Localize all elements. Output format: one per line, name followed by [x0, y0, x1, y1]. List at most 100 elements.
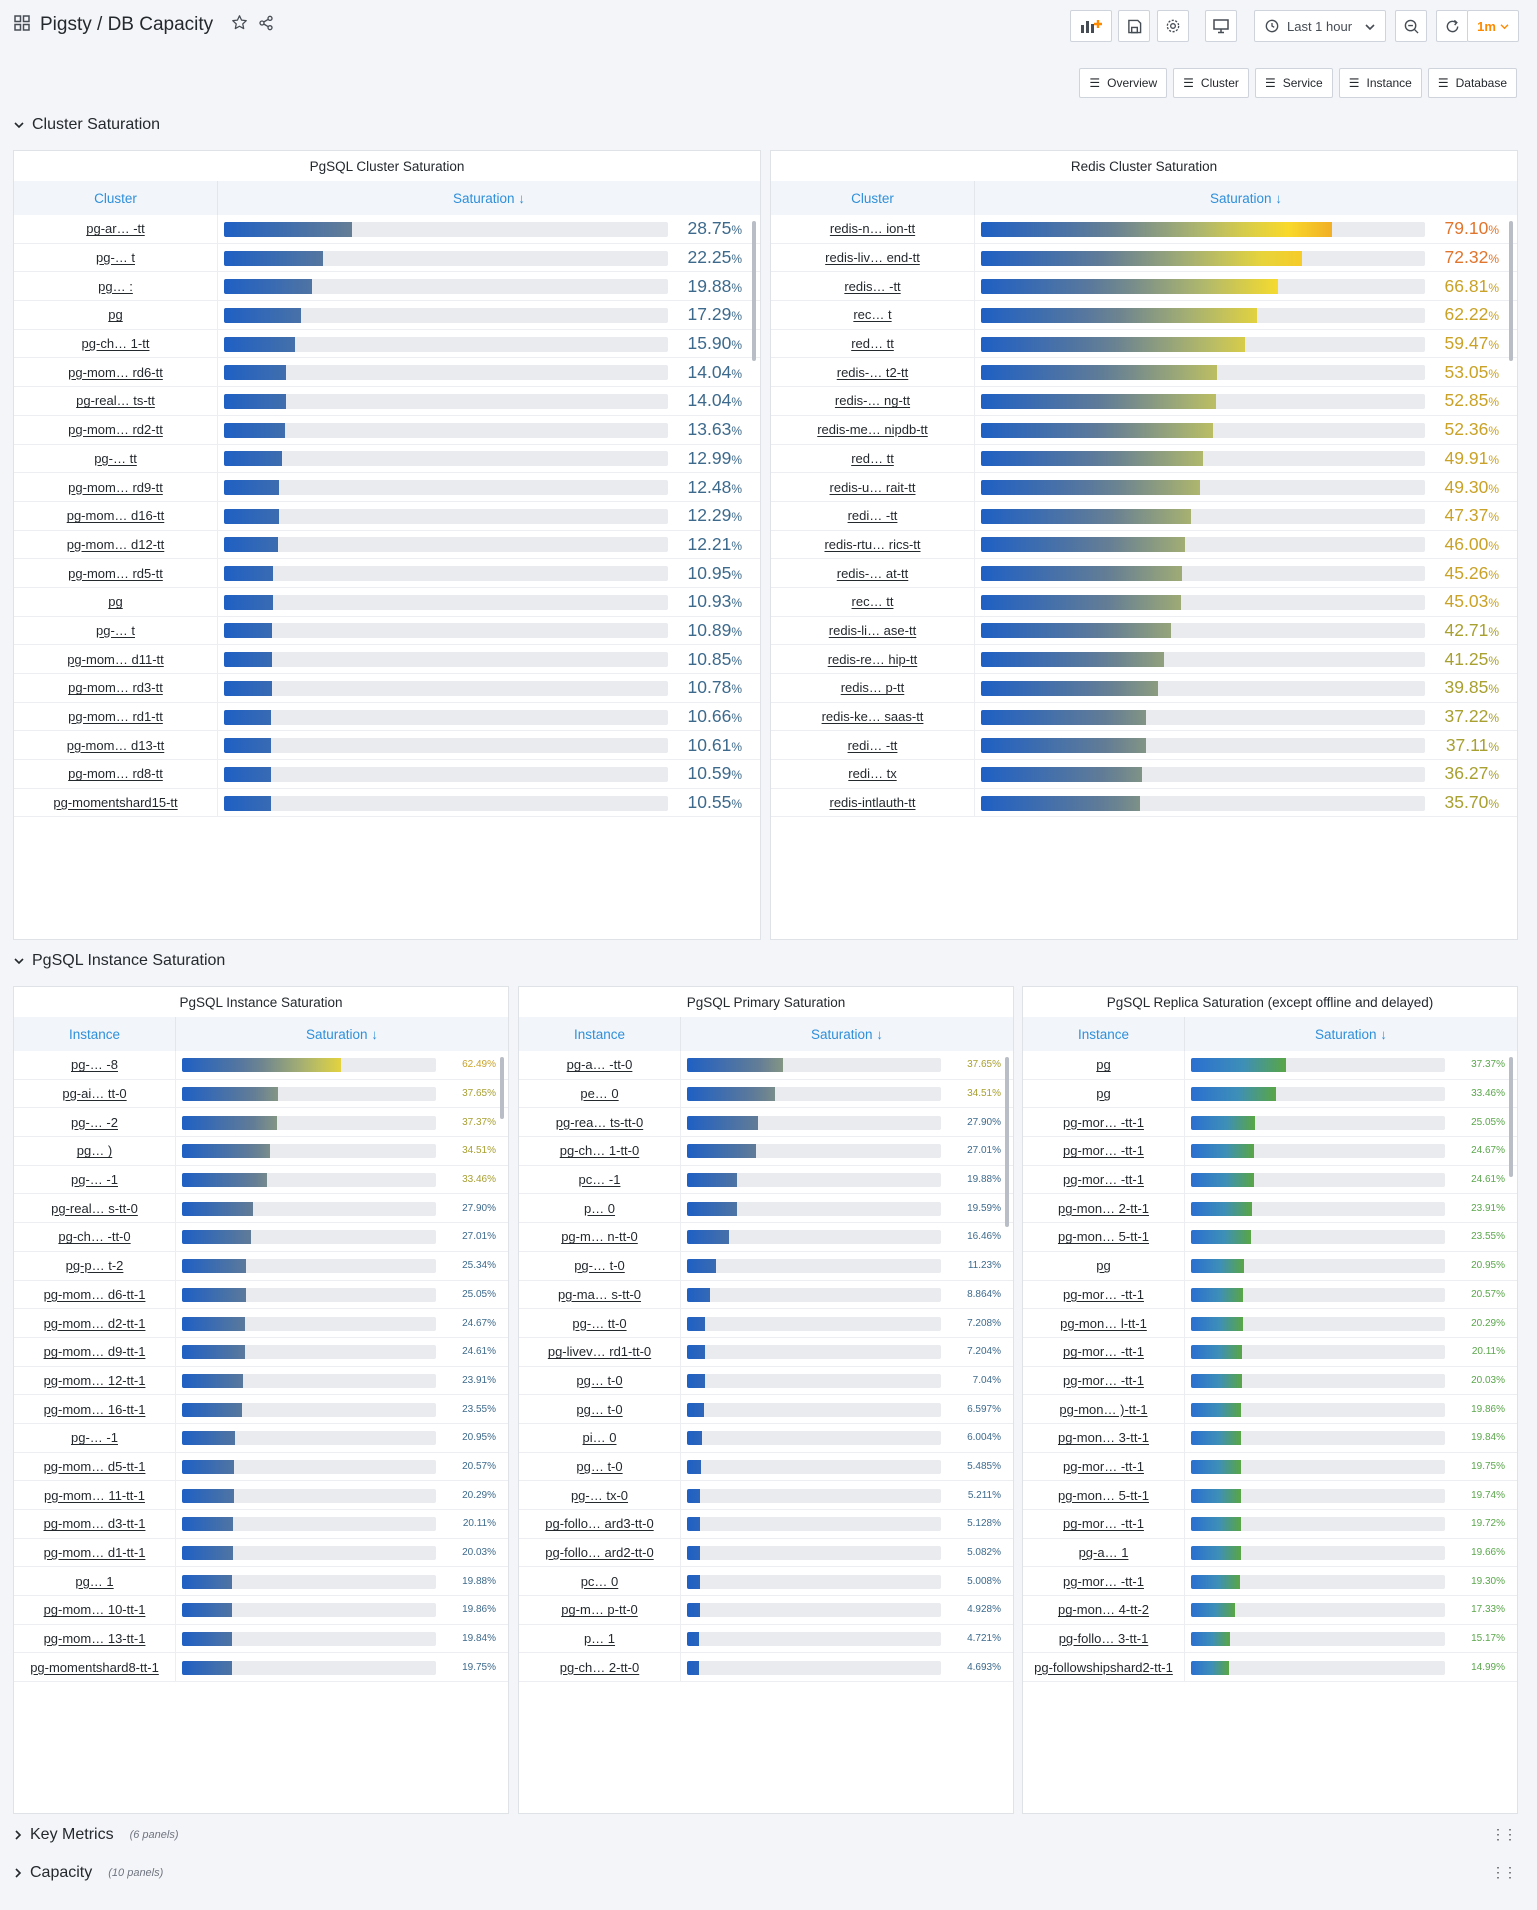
table-row[interactable]: pg-mom… rd1-tt 10.66%: [14, 702, 760, 732]
instance-link[interactable]: pg: [1023, 1251, 1185, 1280]
table-row[interactable]: pg-a… -tt-0 37.65%: [519, 1051, 1013, 1080]
table-row[interactable]: pg-… -8 62.49%: [14, 1051, 508, 1080]
table-row[interactable]: redis-me… nipdb-tt 52.36%: [771, 415, 1517, 445]
instance-link[interactable]: pg-mom… d9-tt-1: [14, 1337, 176, 1366]
column-header-name[interactable]: Instance: [519, 1017, 681, 1051]
instance-link[interactable]: p… 1: [519, 1624, 681, 1653]
instance-link[interactable]: pi… 0: [519, 1423, 681, 1452]
column-header-saturation[interactable]: Saturation ↓: [305, 1026, 379, 1042]
instance-link[interactable]: pg-mor… -tt-1: [1023, 1452, 1185, 1481]
table-row[interactable]: pg-mom… d9-tt-1 24.61%: [14, 1337, 508, 1367]
column-header-saturation[interactable]: Saturation ↓: [810, 1026, 884, 1042]
table-row[interactable]: pg-mon… 5-tt-1 19.74%: [1023, 1481, 1517, 1510]
instance-link[interactable]: pg-follo… ard3-tt-0: [519, 1510, 681, 1538]
table-row[interactable]: redis-rtu… rics-tt 46.00%: [771, 530, 1517, 560]
table-row[interactable]: pg-mom… 10-tt-1 19.86%: [14, 1596, 508, 1625]
column-header-saturation[interactable]: Saturation ↓: [1209, 190, 1283, 206]
table-row[interactable]: pg-mom… rd6-tt 14.04%: [14, 358, 760, 388]
instance-link[interactable]: rec… t: [771, 301, 975, 329]
table-body[interactable]: pg-a… -tt-0 37.65% pe… 0 34.51% pg-rea… ts-t…: [519, 1051, 1013, 1813]
instance-link[interactable]: pg-mon… 3-tt-1: [1023, 1423, 1185, 1452]
drag-handle-icon[interactable]: ⋮⋮: [1491, 1864, 1517, 1880]
instance-link[interactable]: pg… ): [14, 1137, 176, 1165]
table-row[interactable]: pg 33.46%: [1023, 1079, 1517, 1109]
instance-link[interactable]: pg-mor… -tt-1: [1023, 1137, 1185, 1165]
instance-link[interactable]: pg-mon… )-tt-1: [1023, 1395, 1185, 1423]
instance-link[interactable]: red… tt: [771, 444, 975, 473]
instance-link[interactable]: pc… 0: [519, 1567, 681, 1596]
instance-link[interactable]: pg-… t: [14, 616, 218, 645]
instance-link[interactable]: pg-mor… -tt-1: [1023, 1280, 1185, 1309]
table-row[interactable]: pg-mom… d1-tt-1 20.03%: [14, 1538, 508, 1568]
instance-link[interactable]: pg… t-0: [519, 1395, 681, 1423]
table-row[interactable]: pg-mom… d16-tt 12.29%: [14, 501, 760, 531]
instance-link[interactable]: pg… t-0: [519, 1366, 681, 1395]
column-header-name[interactable]: Cluster: [14, 181, 218, 215]
instance-link[interactable]: pg-mom… 13-tt-1: [14, 1624, 176, 1653]
instance-link[interactable]: pg-followshipshard2-tt-1: [1023, 1653, 1185, 1682]
table-row[interactable]: pg-mor… -tt-1 20.11%: [1023, 1337, 1517, 1367]
table-row[interactable]: pg-… t 10.89%: [14, 616, 760, 646]
table-row[interactable]: redis-intlauth-tt 35.70%: [771, 788, 1517, 818]
link-database[interactable]: ☰ Database: [1427, 68, 1517, 98]
column-header-name[interactable]: Instance: [14, 1017, 176, 1051]
column-header-name[interactable]: Cluster: [771, 181, 975, 215]
instance-link[interactable]: pg-livev… rd1-tt-0: [519, 1337, 681, 1366]
table-row[interactable]: pg… 1 19.88%: [14, 1567, 508, 1597]
instance-link[interactable]: redis-liv… end-tt: [771, 243, 975, 272]
row-cluster-saturation[interactable]: Cluster Saturation: [14, 116, 160, 134]
instance-link[interactable]: red… tt: [771, 329, 975, 358]
instance-link[interactable]: pg-mom… d13-tt: [14, 731, 218, 760]
table-row[interactable]: redis-… t2-tt 53.05%: [771, 358, 1517, 388]
table-row[interactable]: pg-mom… rd9-tt 12.48%: [14, 473, 760, 502]
instance-link[interactable]: pg-mom… d1-tt-1: [14, 1538, 176, 1567]
drag-handle-icon[interactable]: ⋮⋮: [1491, 1826, 1517, 1842]
instance-link[interactable]: redis-me… nipdb-tt: [771, 415, 975, 444]
table-row[interactable]: pg-mom… rd3-tt 10.78%: [14, 674, 760, 703]
instance-link[interactable]: pg… t-0: [519, 1452, 681, 1481]
refresh-interval-picker[interactable]: 1m: [1467, 10, 1519, 42]
table-row[interactable]: redis-liv… end-tt 72.32%: [771, 243, 1517, 273]
table-row[interactable]: red… tt 59.47%: [771, 329, 1517, 359]
panel-title[interactable]: Redis Cluster Saturation: [1070, 158, 1218, 174]
instance-link[interactable]: pg-… -2: [14, 1108, 176, 1137]
panel-title[interactable]: PgSQL Cluster Saturation: [309, 158, 465, 174]
instance-link[interactable]: pg-mom… rd1-tt: [14, 702, 218, 731]
add-panel-button[interactable]: [1070, 10, 1112, 42]
row-pgsql-instance-saturation[interactable]: PgSQL Instance Saturation: [14, 952, 225, 970]
instance-link[interactable]: redi… -tt: [771, 501, 975, 530]
table-row[interactable]: redis… p-tt 39.85%: [771, 674, 1517, 703]
instance-link[interactable]: pg: [14, 587, 218, 616]
table-row[interactable]: redis-li… ase-tt 42.71%: [771, 616, 1517, 646]
table-row[interactable]: pg-m… n-tt-0 16.46%: [519, 1223, 1013, 1252]
instance-link[interactable]: pg-mom… rd2-tt: [14, 415, 218, 444]
table-row[interactable]: pg-ch… -tt-0 27.01%: [14, 1223, 508, 1252]
table-row[interactable]: pg-… -2 37.37%: [14, 1108, 508, 1138]
table-row[interactable]: pg-mom… 16-tt-1 23.55%: [14, 1395, 508, 1424]
table-row[interactable]: pg-momentshard8-tt-1 19.75%: [14, 1653, 508, 1683]
instance-link[interactable]: redis-re… hip-tt: [771, 645, 975, 673]
instance-link[interactable]: pg… 1: [14, 1567, 176, 1596]
instance-link[interactable]: pg-mom… rd6-tt: [14, 358, 218, 387]
link-cluster[interactable]: ☰ Cluster: [1173, 68, 1249, 98]
table-row[interactable]: pg-mor… -tt-1 19.30%: [1023, 1567, 1517, 1597]
instance-link[interactable]: redis-n… ion-tt: [771, 215, 975, 243]
table-row[interactable]: pg 20.95%: [1023, 1251, 1517, 1281]
table-row[interactable]: pg-real… ts-tt 14.04%: [14, 387, 760, 416]
table-row[interactable]: pg-rea… ts-tt-0 27.90%: [519, 1108, 1013, 1138]
table-row[interactable]: redi… -tt 37.11%: [771, 731, 1517, 761]
table-row[interactable]: pg-mor… -tt-1 25.05%: [1023, 1108, 1517, 1138]
table-row[interactable]: pg-ma… s-tt-0 8.864%: [519, 1280, 1013, 1310]
instance-link[interactable]: pg-mom… 11-tt-1: [14, 1481, 176, 1509]
table-row[interactable]: pg-mom… d5-tt-1 20.57%: [14, 1452, 508, 1482]
table-row[interactable]: pi… 0 6.004%: [519, 1423, 1013, 1453]
instance-link[interactable]: pg-mom… 10-tt-1: [14, 1596, 176, 1624]
instance-link[interactable]: pg-mor… -tt-1: [1023, 1510, 1185, 1538]
table-body[interactable]: pg-ar… -tt 28.75% pg-… t 22.25% pg… :19.88% p…: [14, 215, 760, 939]
instance-link[interactable]: pg-ch… 2-tt-0: [519, 1653, 681, 1682]
table-row[interactable]: pg-mor… -tt-1 24.67%: [1023, 1137, 1517, 1166]
instance-link[interactable]: pg-rea… ts-tt-0: [519, 1108, 681, 1137]
table-row[interactable]: pg-mom… 11-tt-1 20.29%: [14, 1481, 508, 1510]
table-row[interactable]: redis… -tt 66.81%: [771, 272, 1517, 302]
table-row[interactable]: pg-mom… rd2-tt 13.63%: [14, 415, 760, 445]
